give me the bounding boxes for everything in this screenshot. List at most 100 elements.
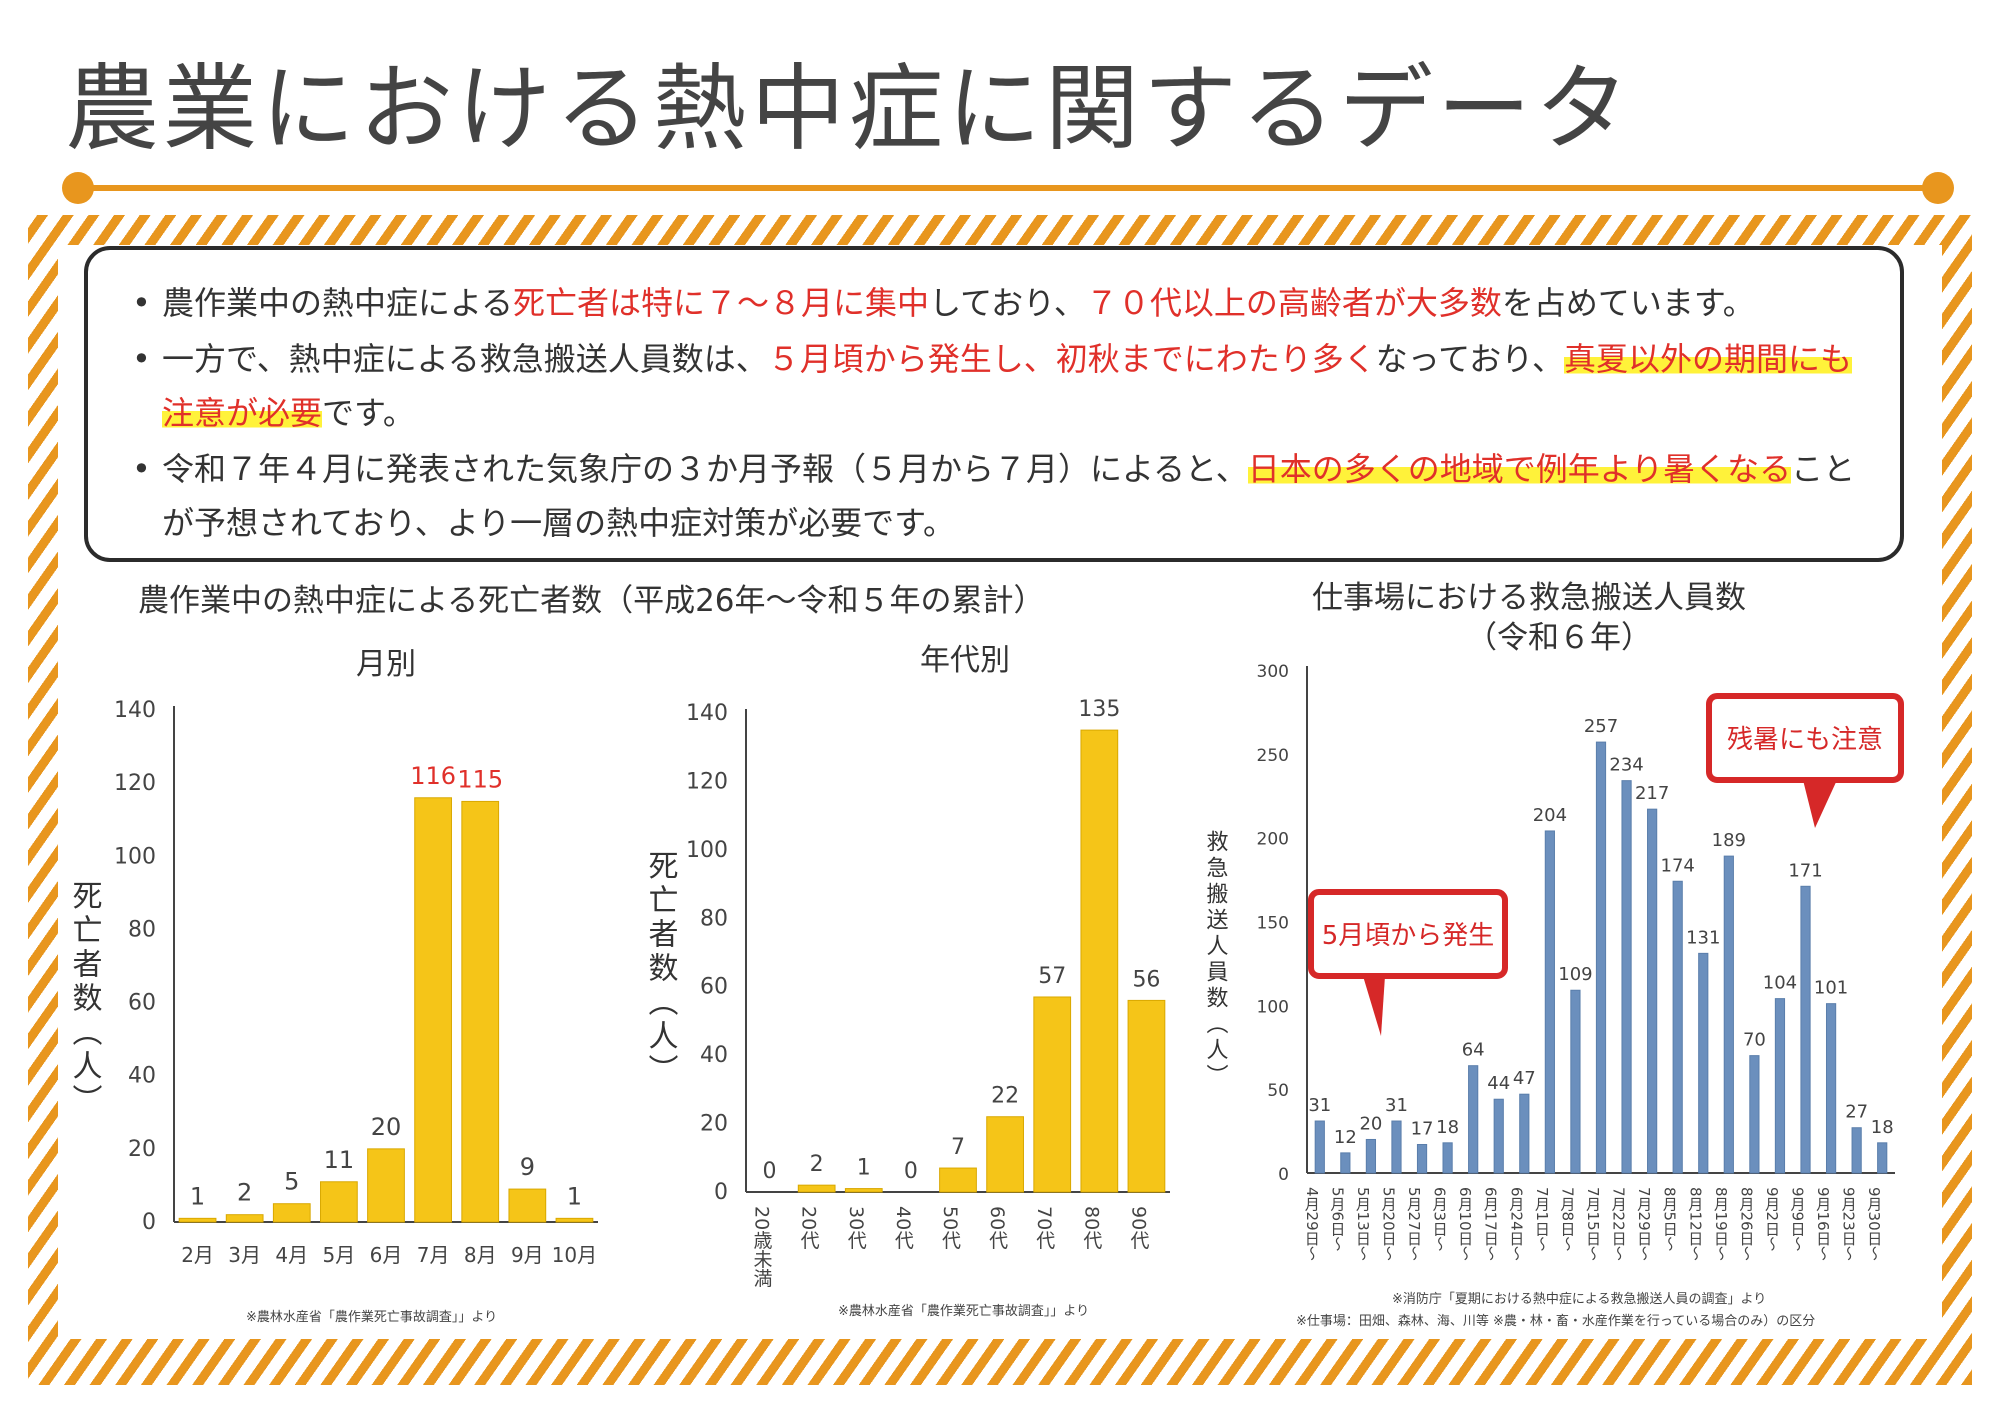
transport-title-line2: （令和６年） [1466, 620, 1652, 656]
data-label: 9 [520, 1153, 535, 1181]
data-label: 5 [284, 1168, 299, 1196]
y-tick-label: 20 [128, 1137, 156, 1162]
bar [1127, 999, 1166, 1193]
x-tick-label: 8月12日～ [1686, 1187, 1704, 1261]
x-tick-label: 2月 [181, 1243, 214, 1267]
x-tick-label: 20代 [798, 1206, 820, 1249]
x-tick-label: 5月6日～ [1328, 1187, 1346, 1251]
x-tick-label: 40代 [892, 1206, 914, 1249]
x-tick-label: 6月 [370, 1243, 403, 1267]
note-segment: 農作業中の熱中症による [162, 284, 514, 322]
chart-title: 年代別 [920, 643, 1010, 678]
age-deaths-chart: 年代別020406080100120140死亡者数（人）020歳未満220代13… [643, 643, 1170, 1288]
y-tick-label: 140 [114, 698, 156, 723]
title-underline [76, 185, 1936, 191]
bar [1595, 741, 1607, 1174]
data-label: 0 [904, 1159, 918, 1184]
y-tick-label: 300 [1257, 662, 1289, 682]
bar [986, 1116, 1024, 1193]
x-tick-label: 20歳未満 [751, 1206, 773, 1288]
x-tick-label: 9月23日～ [1840, 1187, 1858, 1261]
data-label: 56 [1132, 967, 1160, 992]
note-3: 令和７年４月に発表された気象庁の３か月予報（５月から７月）によると、日本の多くの… [132, 442, 1876, 550]
y-tick-label: 150 [1257, 914, 1289, 934]
y-tick-label: 60 [128, 991, 156, 1016]
bar [1851, 1127, 1862, 1174]
data-label: 234 [1609, 755, 1643, 776]
bar [1493, 1098, 1504, 1174]
bar [1544, 830, 1555, 1174]
data-label: 20 [371, 1113, 402, 1141]
y-tick-label: 120 [114, 771, 156, 796]
x-tick-label: 7月8日～ [1558, 1187, 1576, 1251]
y-axis-label: 救急搬送人員数（人） [1205, 830, 1229, 1090]
data-label: 2 [810, 1152, 824, 1177]
y-tick-label: 50 [1267, 1081, 1289, 1101]
x-tick-label: 8月5日～ [1661, 1187, 1679, 1251]
bar [367, 1148, 405, 1223]
bar [1033, 996, 1072, 1193]
x-tick-label: 90代 [1127, 1206, 1149, 1249]
bar [1825, 1003, 1837, 1174]
data-label: 257 [1584, 716, 1618, 737]
callout-may-text: 5月頃から発生 [1322, 921, 1495, 951]
x-tick-label: 80代 [1080, 1206, 1102, 1249]
bar [1774, 998, 1786, 1174]
x-tick-label: 3月 [228, 1243, 261, 1267]
data-label: 0 [763, 1159, 777, 1184]
x-tick-label: 6月3日～ [1431, 1187, 1449, 1251]
y-tick-label: 40 [128, 1064, 156, 1089]
y-axis-label: 死亡者数（人） [70, 880, 103, 1118]
bar [1340, 1152, 1351, 1174]
y-tick-label: 0 [1278, 1165, 1289, 1185]
footnote-monthly: ※農林水産省「農作業死亡事故調査」」より [246, 1310, 498, 1325]
footnote-transport-1: ※消防庁「夏期における熱中症による救急搬送人員の調査」より [1392, 1292, 1767, 1307]
x-tick-label: 8月19日～ [1712, 1187, 1730, 1261]
data-label: 104 [1763, 973, 1797, 994]
x-tick-label: 6月10日～ [1456, 1187, 1474, 1261]
data-label: 116 [410, 762, 456, 790]
y-tick-label: 80 [700, 906, 728, 931]
y-tick-label: 100 [686, 838, 728, 863]
note-segment: ７０代以上の高齢者が大多数 [1085, 284, 1502, 322]
bar [178, 1217, 217, 1223]
bar [1391, 1120, 1402, 1174]
bar [797, 1184, 836, 1193]
bar [1672, 880, 1683, 1174]
bar [414, 797, 452, 1223]
data-label: 20 [1359, 1113, 1382, 1134]
data-label: 2 [237, 1179, 252, 1207]
y-tick-label: 80 [128, 917, 156, 942]
data-label: 70 [1743, 1030, 1766, 1051]
data-label: 57 [1038, 964, 1066, 989]
footnote-age: ※農林水産省「農作業死亡事故調査」」より [838, 1304, 1090, 1319]
x-tick-label: 70代 [1033, 1206, 1055, 1249]
deaths-section-title: 農作業中の熱中症による死亡者数（平成26年～令和５年の累計） [138, 583, 1045, 619]
x-tick-label: 6月24日～ [1507, 1187, 1525, 1261]
y-axis-label: 死亡者数（人） [643, 850, 679, 1088]
notes-box: 農作業中の熱中症による死亡者は特に７～８月に集中しており、７０代以上の高齢者が大… [84, 246, 1904, 562]
bar [1416, 1143, 1428, 1174]
y-tick-label: 0 [142, 1210, 156, 1235]
data-label: 1 [190, 1182, 205, 1210]
callout-late-summer-text: 残暑にも注意 [1727, 725, 1883, 755]
x-tick-label: 10月 [552, 1243, 597, 1267]
data-label: 31 [1385, 1095, 1408, 1116]
x-tick-label: 5月27日～ [1405, 1187, 1423, 1261]
callout-late-summer-tail [1803, 780, 1837, 828]
x-tick-label: 7月1日～ [1533, 1187, 1551, 1251]
data-label: 171 [1788, 860, 1822, 881]
x-tick-label: 60代 [986, 1206, 1008, 1249]
footnote-transport-2: ※仕事場：田畑、森林、海、川等 ※農・林・畜・水産作業を行っている場合のみ）の区… [1296, 1314, 1816, 1329]
x-tick-label: 9月 [511, 1243, 544, 1267]
x-tick-label: 50代 [939, 1206, 961, 1249]
note-segment: です。 [322, 394, 415, 432]
data-label: 11 [324, 1146, 355, 1174]
note-segment: 一方で、熱中症による救急搬送人員数は、 [162, 340, 768, 378]
y-tick-label: 100 [1257, 997, 1289, 1017]
note-segment: なっており、 [1375, 340, 1564, 378]
x-tick-label: 9月30日～ [1865, 1187, 1883, 1261]
data-label: 18 [1436, 1117, 1459, 1138]
x-tick-label: 5月 [323, 1243, 356, 1267]
x-tick-label: 7月15日～ [1584, 1187, 1602, 1261]
